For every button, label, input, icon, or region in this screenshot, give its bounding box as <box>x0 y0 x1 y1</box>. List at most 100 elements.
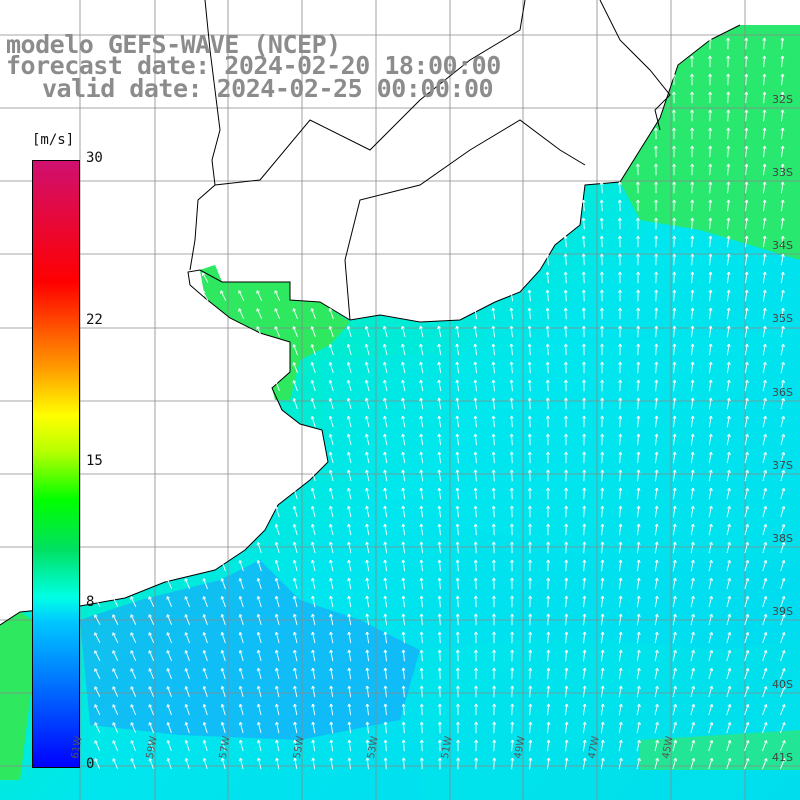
forecast-date: forecast date: 2024-02-20 18:00:00 <box>6 51 501 80</box>
wind-arrow <box>473 343 478 356</box>
wind-arrow <box>726 325 731 338</box>
wind-arrow <box>328 469 334 482</box>
wind-arrow <box>112 686 119 698</box>
wind-arrow <box>582 685 587 698</box>
wind-arrow <box>780 487 786 500</box>
wind-arrow <box>148 632 155 644</box>
wind-arrow <box>780 379 785 392</box>
wind-arrow <box>672 109 676 122</box>
wind-arrow <box>672 541 677 554</box>
wind-arrow <box>744 433 749 446</box>
wind-arrow <box>654 595 659 608</box>
wind-arrow <box>148 686 155 698</box>
wind-arrow <box>148 722 154 734</box>
wind-arrow <box>509 523 514 536</box>
wind-arrow <box>636 739 641 752</box>
wind-arrow <box>184 614 190 626</box>
wind-arrow <box>310 362 316 374</box>
wind-arrow <box>419 415 424 428</box>
wind-arrow <box>726 613 732 626</box>
wind-arrow <box>708 559 713 572</box>
wind-arrow <box>455 613 460 626</box>
wind-arrow <box>564 559 569 572</box>
wind-arrow <box>112 632 119 643</box>
wind-arrow <box>599 199 604 212</box>
wind-arrow <box>654 307 659 320</box>
wind-arrow <box>564 685 569 698</box>
wind-arrow <box>166 758 172 770</box>
wind-arrow <box>293 631 298 644</box>
wind-arrow <box>726 145 731 158</box>
wind-arrow <box>726 577 732 590</box>
wind-arrow <box>744 523 750 536</box>
wind-arrow <box>744 235 749 248</box>
wind-arrow <box>510 649 515 662</box>
wind-speed-field <box>0 25 800 800</box>
wind-arrow <box>708 343 713 356</box>
wind-arrow <box>636 217 640 230</box>
wind-arrow <box>618 505 623 518</box>
wind-arrow <box>636 271 641 284</box>
colorbar <box>32 160 80 768</box>
latitude-label: 34S <box>772 239 793 252</box>
wind-arrow <box>546 757 551 770</box>
wind-arrow <box>744 415 749 428</box>
wind-arrow <box>581 271 586 284</box>
wind-arrow <box>401 667 406 680</box>
wind-arrow <box>546 487 550 500</box>
wind-arrow <box>491 361 496 374</box>
wind-arrow <box>347 487 352 500</box>
wind-arrow <box>690 181 695 194</box>
wind-arrow <box>455 523 460 536</box>
wind-arrow <box>166 668 172 680</box>
wind-arrow <box>708 55 712 68</box>
wind-arrow <box>600 361 604 374</box>
wind-arrow <box>726 55 731 68</box>
wind-arrow <box>690 523 695 536</box>
wind-arrow <box>401 685 406 698</box>
wind-arrow <box>455 631 460 644</box>
wind-arrow <box>256 577 262 590</box>
wind-arrow <box>202 668 208 680</box>
wind-arrow <box>744 199 749 212</box>
wind-arrow <box>293 757 298 770</box>
wind-arrow <box>419 577 424 590</box>
wind-arrow <box>148 614 155 626</box>
wind-arrow <box>401 433 406 446</box>
wind-arrow <box>112 758 119 770</box>
wind-arrow <box>112 650 119 661</box>
wind-arrow <box>780 217 785 230</box>
wind-arrow <box>654 631 659 644</box>
wind-arrow <box>708 613 714 626</box>
wind-arrow <box>347 577 352 590</box>
wind-arrow <box>456 703 460 716</box>
wind-arrow <box>419 595 424 608</box>
wind-arrow <box>708 163 713 176</box>
wind-arrow <box>726 451 731 464</box>
wind-arrow <box>419 361 424 374</box>
wind-arrow <box>600 739 605 752</box>
model-title: modelo GEFS-WAVE (NCEP) <box>6 30 341 59</box>
wind-arrow <box>456 721 460 734</box>
wind-arrow <box>636 361 641 374</box>
wind-arrow <box>202 650 208 662</box>
wind-arrow <box>437 703 442 716</box>
wind-arrow <box>527 487 532 500</box>
wind-arrow <box>510 595 514 608</box>
wind-arrow <box>473 649 478 662</box>
wind-arrow <box>437 379 442 392</box>
wind-arrow <box>491 523 496 536</box>
wind-arrow <box>346 343 352 356</box>
wind-arrow <box>328 397 334 410</box>
wind-arrow <box>654 649 659 662</box>
wind-arrow <box>690 289 695 302</box>
wind-arrow <box>473 469 478 482</box>
wind-arrow <box>401 649 406 662</box>
wind-arrow <box>437 397 442 410</box>
wind-arrow <box>509 487 514 500</box>
wind-arrow <box>600 757 605 770</box>
wind-arrow <box>238 613 244 626</box>
wind-arrow <box>690 73 694 86</box>
wind-arrow <box>492 721 497 734</box>
wind-arrow <box>636 487 641 500</box>
